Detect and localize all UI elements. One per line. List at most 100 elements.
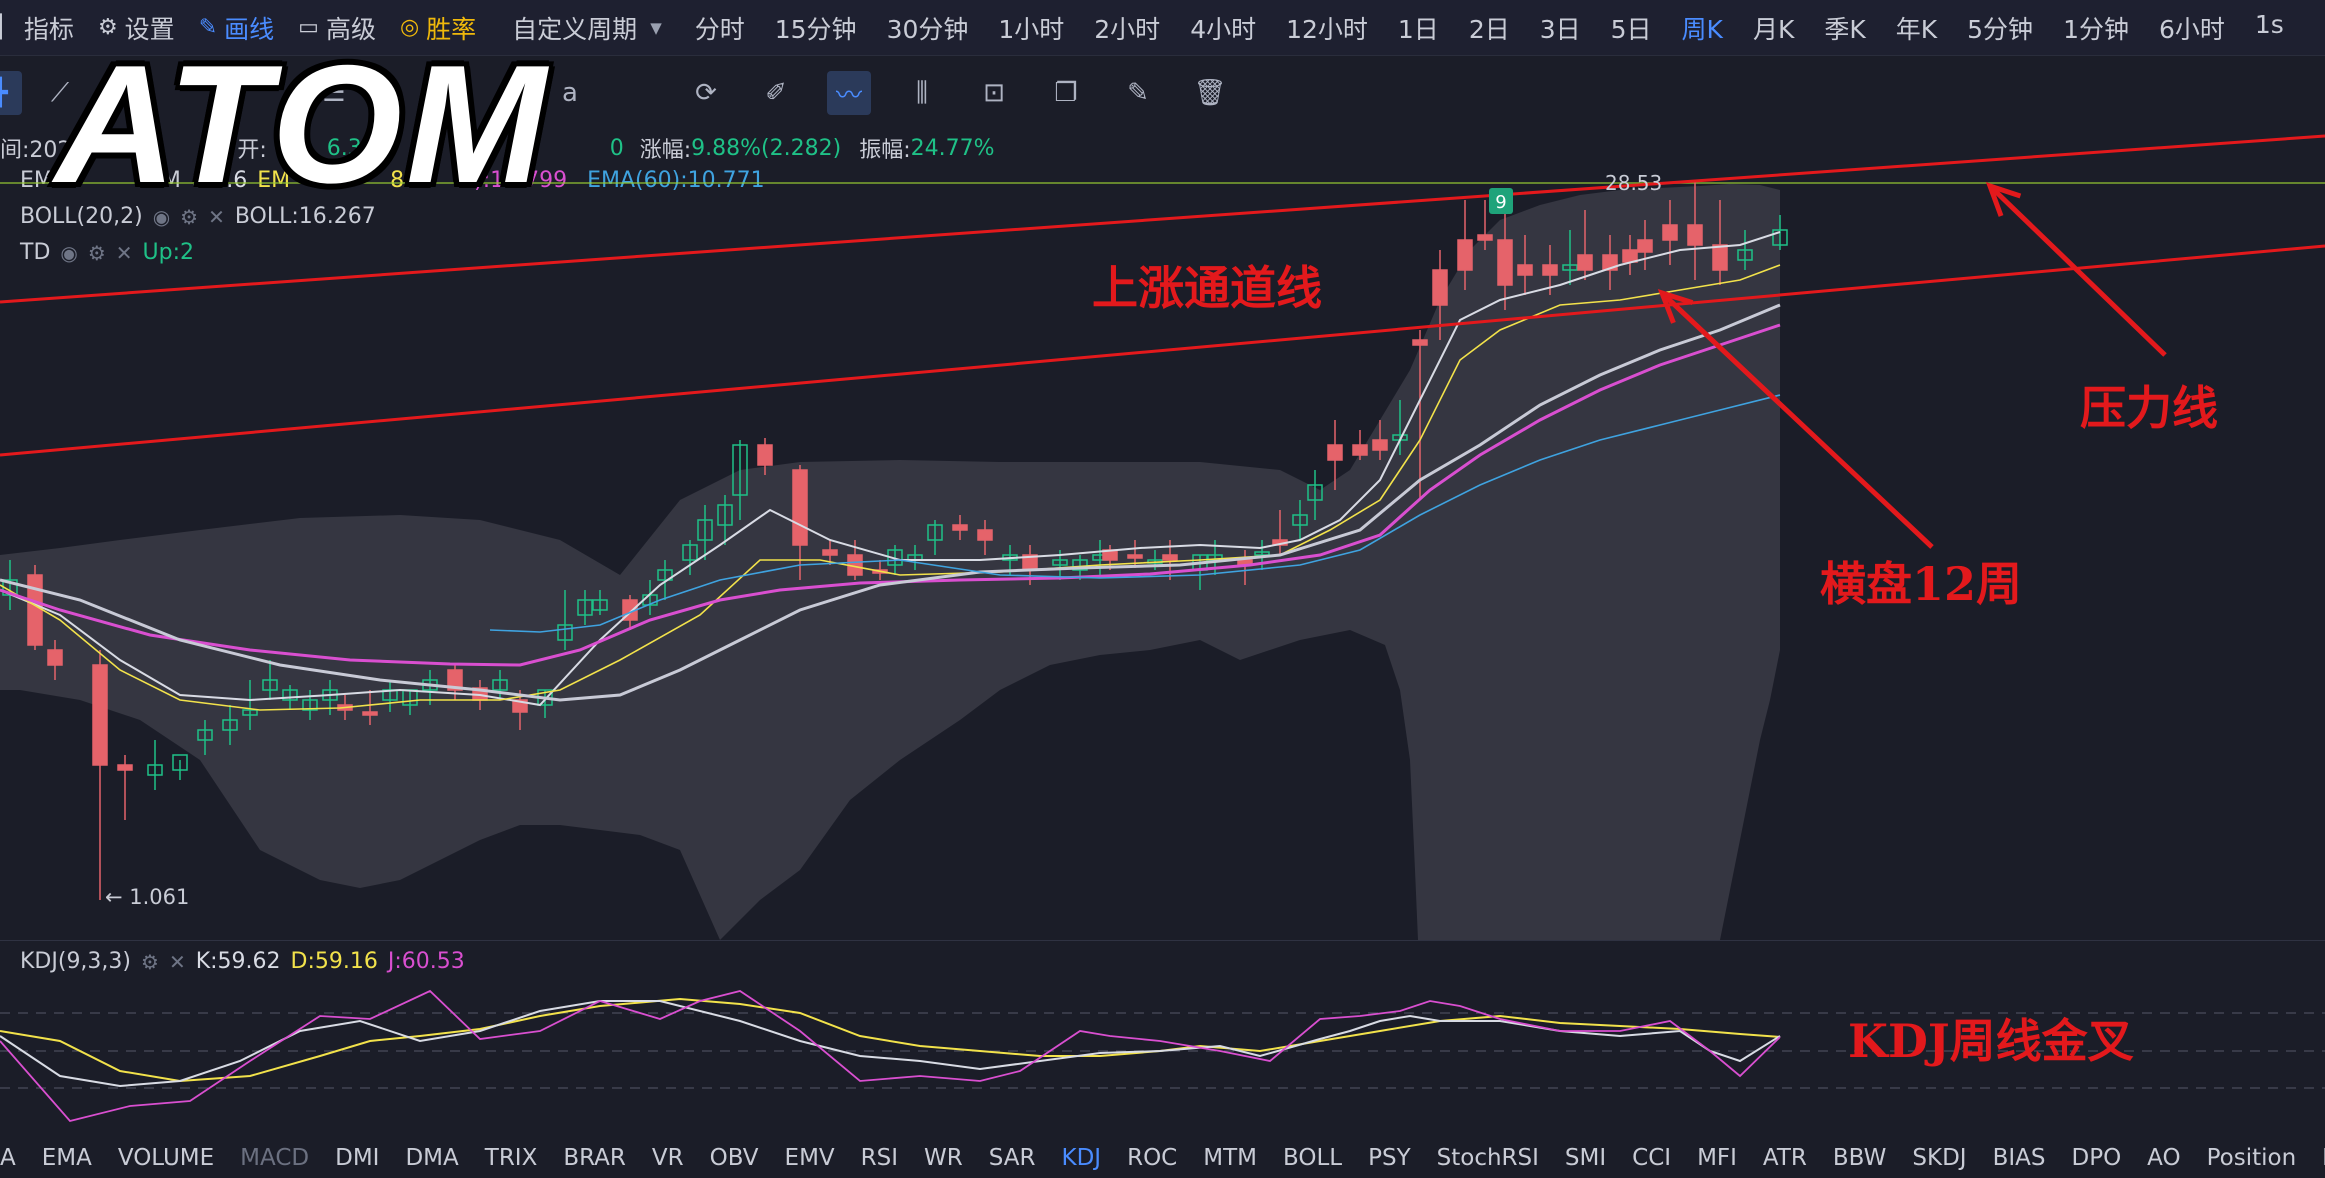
indicator-tab-dpo[interactable]: DPO <box>2071 1144 2122 1171</box>
period-0[interactable]: 分时 <box>694 14 745 44</box>
indicator-tab-roc[interactable]: ROC <box>1127 1144 1178 1171</box>
close-icon[interactable]: ✕ <box>115 240 133 265</box>
settings-button[interactable]: ⚙ 设置 <box>86 10 187 46</box>
period-2[interactable]: 30分钟 <box>886 14 969 44</box>
candle-body <box>1432 269 1448 306</box>
price-chart[interactable]: 28.53 ← 1.061 9 <box>0 130 2325 940</box>
indicator-tab-wr[interactable]: WR <box>924 1144 963 1171</box>
winrate-button[interactable]: ◎ 胜率 <box>388 10 488 46</box>
period-18[interactable]: 1s <box>2254 9 2284 39</box>
indicator-tab-boll[interactable]: BOLL <box>1283 1144 1343 1171</box>
pattern-tool-icon[interactable]: ⫼ <box>916 77 928 108</box>
channel-annotation: 上涨通道线 <box>1092 261 1322 315</box>
lock-tool-icon[interactable]: ⊡ <box>983 78 1005 108</box>
indicator-tab-smi[interactable]: SMI <box>1564 1144 1607 1171</box>
draw-button[interactable]: ✎ 画线 <box>187 10 286 46</box>
indicator-tab-brar[interactable]: BRAR <box>563 1144 626 1171</box>
indicator-tab-skdj[interactable]: SKDJ <box>1912 1144 1967 1171</box>
candle-body <box>557 624 573 641</box>
indicator-tab-mtm[interactable]: MTM <box>1203 1144 1257 1171</box>
period-17[interactable]: 6小时 <box>2158 14 2225 44</box>
note-tool-icon[interactable]: ✎ <box>1127 78 1149 108</box>
indicator-tab-dma[interactable]: DMA <box>405 1144 459 1171</box>
indicator-tab-ema[interactable]: EMA <box>41 1144 92 1171</box>
period-15[interactable]: 5分钟 <box>1967 14 2034 44</box>
indicator-tab-a[interactable]: A <box>0 1144 16 1171</box>
crosshair-tool-icon[interactable]: ╋ <box>0 71 22 115</box>
period-6[interactable]: 12小时 <box>1286 14 1368 44</box>
eye-icon[interactable]: ◉ <box>60 240 78 265</box>
ruler-tool-icon[interactable]: ✐ <box>765 78 787 108</box>
candle-body <box>92 664 108 766</box>
indicator-tab-bbw[interactable]: BBW <box>1832 1144 1887 1171</box>
indicator-tab-sar[interactable]: SAR <box>988 1144 1036 1171</box>
indicator-tab-bias[interactable]: BIAS <box>1992 1144 2046 1171</box>
indicators-button[interactable]: ▏ 指标 <box>0 10 86 46</box>
indicator-tab-position[interactable]: Position <box>2206 1144 2297 1171</box>
period-1[interactable]: 15分钟 <box>774 14 857 44</box>
brush-tool-icon[interactable]: 〰 <box>827 71 871 115</box>
measure-tool-icon[interactable]: ⟳ <box>695 78 717 108</box>
td-info-row: TD ◉ ⚙ ✕ Up:2 <box>20 240 194 265</box>
advanced-button[interactable]: ▭ 高级 <box>286 10 388 46</box>
period-16[interactable]: 1分钟 <box>2063 14 2129 44</box>
candle-body <box>492 679 508 691</box>
candle-body <box>117 764 133 771</box>
resistance-annotation: 压力线 <box>2080 381 2218 435</box>
custom-period-dropdown[interactable]: 自定义周期 ▼ <box>500 10 674 46</box>
period-5[interactable]: 4小时 <box>1190 14 1257 44</box>
period-9[interactable]: 3日 <box>1539 14 1581 44</box>
close-icon[interactable]: ✕ <box>208 204 225 229</box>
eye-icon[interactable]: ◉ <box>152 204 171 229</box>
indicator-tab-obv[interactable]: OBV <box>709 1144 759 1171</box>
kdj-chart[interactable] <box>0 941 2325 1141</box>
trash-icon[interactable]: 🗑 <box>1193 78 1227 108</box>
trend-line-tool-icon[interactable]: ⟋ <box>50 77 70 108</box>
period-list: 分时 15分钟 30分钟 1小时 2小时 4小时 12小时 1日 2日 3日 5日 周K 月K 季K 年K 5… <box>680 10 2299 46</box>
td-value: Up:2 <box>142 240 195 265</box>
bookmark-tool-icon[interactable]: ❐ <box>1054 78 1078 108</box>
candle-body <box>1662 224 1678 241</box>
period-10[interactable]: 5日 <box>1610 14 1652 44</box>
indicator-tab-macd[interactable]: MACD <box>240 1144 310 1171</box>
period-8[interactable]: 2日 <box>1468 14 1510 44</box>
candle-body <box>1637 239 1653 253</box>
candle-body <box>1622 249 1638 263</box>
candle-body <box>697 519 713 541</box>
period-7[interactable]: 1日 <box>1397 14 1439 44</box>
indicator-tab-dmi[interactable]: DMI <box>335 1144 380 1171</box>
period-3[interactable]: 1小时 <box>998 14 1065 44</box>
custom-period-label: 自定义周期 <box>512 14 638 44</box>
indicator-tab-stochrsi[interactable]: StochRSI <box>1436 1144 1539 1171</box>
close-icon[interactable]: ✕ <box>168 949 186 974</box>
drawing-toolbar: ╋ ⟋ ☰ a ⟳ ✐ 〰 ⫼ ⊡ ❐ ✎ 🗑 <box>0 57 2325 129</box>
period-4[interactable]: 2小时 <box>1094 14 1161 44</box>
candle-body <box>1497 239 1513 286</box>
period-11[interactable]: 周K <box>1681 14 1723 44</box>
indicator-tab-kdj[interactable]: KDJ <box>1061 1144 1102 1171</box>
indicator-tab-ao[interactable]: AO <box>2147 1144 2181 1171</box>
candle-body <box>682 544 698 561</box>
indicator-tab-psy[interactable]: PSY <box>1368 1144 1411 1171</box>
period-12[interactable]: 月K <box>1752 14 1795 44</box>
gear-icon[interactable]: ⚙ <box>141 949 159 974</box>
text-tool-icon[interactable]: a <box>562 78 578 108</box>
indicator-tab-mfi[interactable]: MFI <box>1697 1144 1737 1171</box>
indicator-tab-rsi[interactable]: RSI <box>860 1144 899 1171</box>
indicator-tab-volume[interactable]: VOLUME <box>117 1144 215 1171</box>
close-value: 0 <box>609 135 624 161</box>
indicator-tab-vr[interactable]: VR <box>651 1144 684 1171</box>
high-value: 6.300 <box>326 135 390 161</box>
period-14[interactable]: 年K <box>1895 14 1938 44</box>
gear-icon[interactable]: ⚙ <box>180 204 199 229</box>
indicator-tab-cci[interactable]: CCI <box>1632 1144 1672 1171</box>
td-marker <box>1489 188 1513 214</box>
gear-icon[interactable]: ⚙ <box>87 240 106 265</box>
indicator-tab-emv[interactable]: EMV <box>784 1144 835 1171</box>
indicator-tab-fundflow[interactable]: Fundflow <box>2309 1145 2325 1171</box>
period-13[interactable]: 季K <box>1824 14 1866 44</box>
horizontal-line-tool-icon[interactable]: ☰ <box>322 78 346 108</box>
indicator-tab-trix[interactable]: TRIX <box>484 1144 538 1171</box>
amplitude-value: 24.77% <box>910 135 995 161</box>
indicator-tab-atr[interactable]: ATR <box>1762 1144 1807 1171</box>
